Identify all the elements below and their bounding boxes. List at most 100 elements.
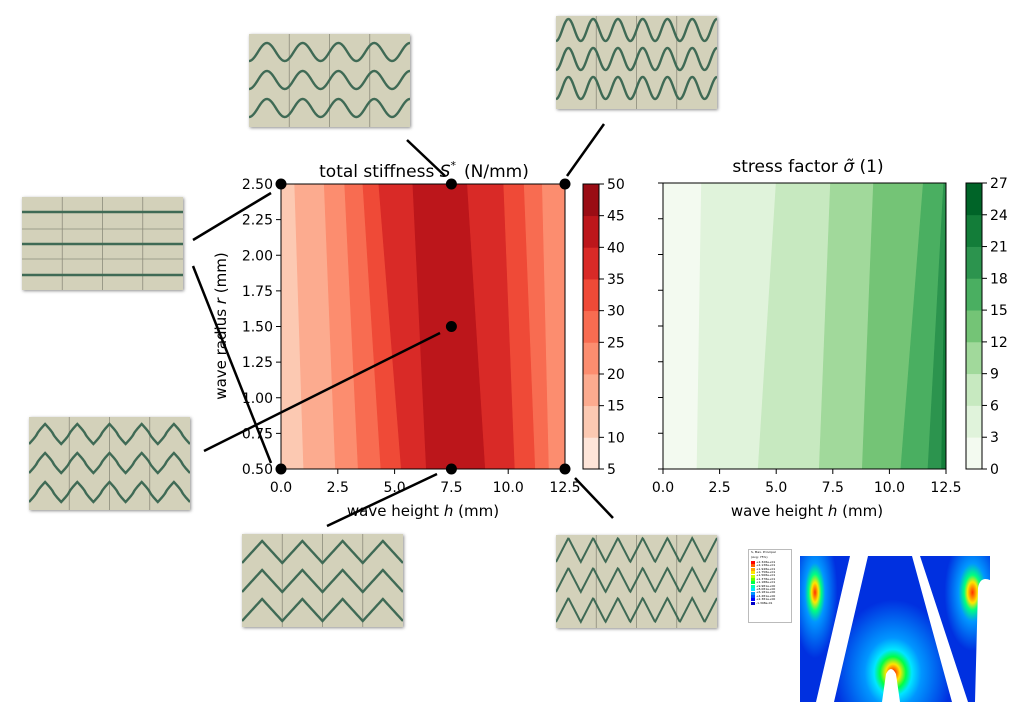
y-tick-label: 1.75 bbox=[242, 284, 273, 300]
stress-chart-title: stress factor σ̃ (1) bbox=[732, 157, 883, 177]
stress-contour-fills bbox=[663, 183, 946, 469]
stiffness-sample-points bbox=[275, 178, 571, 475]
thumbnail-left-straight bbox=[22, 197, 183, 290]
colorbar-tick-label: 25 bbox=[607, 335, 625, 351]
stress-y-ticks bbox=[658, 182, 663, 470]
stiffness-colorbar: 5 10 15 20 25 30 35 40 45 50 bbox=[582, 177, 625, 478]
colorbar-tick-label: 18 bbox=[990, 271, 1008, 287]
wave-rib bbox=[556, 17, 717, 43]
fea-legend-value: +8.081e+00 bbox=[756, 587, 776, 592]
fea-legend-value: +1.568e+01 bbox=[756, 573, 776, 578]
fea-legend-swatch bbox=[751, 561, 755, 565]
fea-legend-row: +9.981e+00 bbox=[749, 584, 791, 588]
wave-rib bbox=[29, 422, 190, 446]
colorbar-segment bbox=[583, 279, 599, 312]
fea-legend-swatch bbox=[751, 571, 755, 575]
fea-legend-swatch bbox=[751, 595, 755, 599]
wave-rib bbox=[556, 536, 717, 564]
thumbnail-top-right bbox=[556, 16, 717, 109]
colorbar-segment bbox=[966, 310, 982, 343]
fea-legend-value: +4.281e+00 bbox=[756, 593, 776, 598]
fea-legend-swatch bbox=[751, 581, 755, 585]
colorbar-tick-label: 3 bbox=[990, 430, 999, 446]
colorbar-segment bbox=[583, 374, 599, 407]
colorbar-segment bbox=[966, 183, 982, 216]
colorbar-tick-label: 30 bbox=[607, 304, 625, 320]
colorbar-segment bbox=[583, 215, 599, 248]
contour-band bbox=[523, 184, 550, 469]
y-tick-label: 0.50 bbox=[242, 462, 273, 478]
fea-middle-region bbox=[834, 556, 952, 702]
pattern-sine bbox=[249, 34, 410, 127]
sample-point bbox=[445, 178, 457, 190]
fea-legend-row: +2.138e+01 bbox=[749, 563, 791, 568]
fea-legend-row: +6.181e+00 bbox=[749, 590, 791, 595]
fea-legend-swatch bbox=[751, 584, 755, 588]
fea-legend-row: +2.328e+01 bbox=[749, 559, 791, 565]
wave-rib bbox=[29, 451, 190, 475]
sample-point bbox=[445, 321, 457, 332]
x-tick-label: 0.0 bbox=[652, 480, 674, 496]
connector-line bbox=[326, 472, 438, 528]
connector-line bbox=[565, 123, 606, 177]
fea-legend-value: +2.328e+01 bbox=[756, 559, 776, 564]
colorbar-tick-label: 24 bbox=[990, 208, 1008, 224]
stress-x-ticks: 0.0 2.5 5.0 7.5 10.0 12.5 bbox=[652, 469, 962, 496]
fea-legend-swatch bbox=[751, 591, 755, 595]
stiffness-x-ticks: 0.0 2.5 5.0 7.5 10.0 12.5 bbox=[270, 469, 581, 496]
x-tick-label: 2.5 bbox=[708, 480, 730, 496]
contour-band bbox=[323, 184, 359, 469]
fea-legend-value: +6.181e+00 bbox=[756, 590, 776, 595]
colorbar-segment bbox=[583, 405, 599, 438]
y-tick-label: 1.00 bbox=[242, 391, 273, 407]
stiffness-y-ticks: 0.50 0.75 1.00 1.25 1.50 1.75 2.00 2.25 2.50 bbox=[242, 177, 281, 478]
fea-legend-row: +1.188e+01 bbox=[749, 580, 791, 585]
colorbar-tick-label: 15 bbox=[607, 399, 625, 415]
contour-band bbox=[927, 183, 946, 469]
fea-legend-swatch bbox=[751, 567, 755, 571]
contour-band bbox=[344, 184, 382, 469]
pattern-tall-sine bbox=[556, 16, 717, 109]
colorbar-tick-label: 40 bbox=[607, 240, 625, 256]
stress-x-axis-label: wave height h (mm) bbox=[731, 502, 883, 520]
wave-rib bbox=[249, 69, 410, 91]
colorbar-segment bbox=[966, 373, 982, 406]
fea-legend-row: +2.381e+00 bbox=[749, 597, 791, 602]
colorbar-tick-label: 10 bbox=[607, 430, 625, 446]
fea-legend-value: +1.758e+01 bbox=[756, 570, 776, 575]
x-tick-label: 12.5 bbox=[549, 480, 580, 496]
fea-legend-row: +1.568e+01 bbox=[749, 573, 791, 578]
contour-band bbox=[861, 183, 924, 469]
colorbar-segment bbox=[966, 341, 982, 375]
fea-legend-row: -1.398e-01 bbox=[749, 601, 791, 605]
colorbar-frame bbox=[582, 183, 600, 470]
contour-band bbox=[281, 184, 304, 469]
y-tick-label: 2.00 bbox=[242, 248, 273, 264]
wave-rib bbox=[556, 75, 717, 101]
x-tick-label: 10.0 bbox=[874, 480, 905, 496]
x-tick-label: 5.0 bbox=[765, 480, 787, 496]
connector-line bbox=[192, 191, 272, 242]
y-tick-label: 1.25 bbox=[242, 355, 273, 371]
colorbar-tick-label: 0 bbox=[990, 462, 999, 478]
contour-band bbox=[378, 184, 427, 469]
wave-rib bbox=[556, 596, 717, 624]
contour-band bbox=[542, 184, 565, 469]
wave-rib bbox=[242, 539, 403, 565]
wave-rib bbox=[556, 566, 717, 594]
fea-right-region bbox=[920, 556, 990, 702]
stiffness-contour-fills bbox=[281, 184, 565, 469]
pattern-triangle bbox=[242, 534, 403, 627]
wave-rib bbox=[249, 41, 410, 63]
colorbar-segment bbox=[583, 247, 599, 280]
fea-left-region bbox=[800, 556, 850, 702]
contour-band bbox=[503, 184, 536, 469]
colorbar-tick-label: 35 bbox=[607, 272, 625, 288]
contour-band bbox=[362, 184, 402, 469]
sample-point bbox=[275, 463, 287, 475]
colorbar-tick-label: 6 bbox=[990, 398, 999, 414]
stiffness-chart-title: total stiffness S* (N/mm) bbox=[319, 159, 529, 182]
fea-legend-swatch bbox=[751, 578, 755, 582]
colorbar-tick-label: 45 bbox=[607, 209, 625, 225]
sample-point bbox=[445, 463, 457, 475]
